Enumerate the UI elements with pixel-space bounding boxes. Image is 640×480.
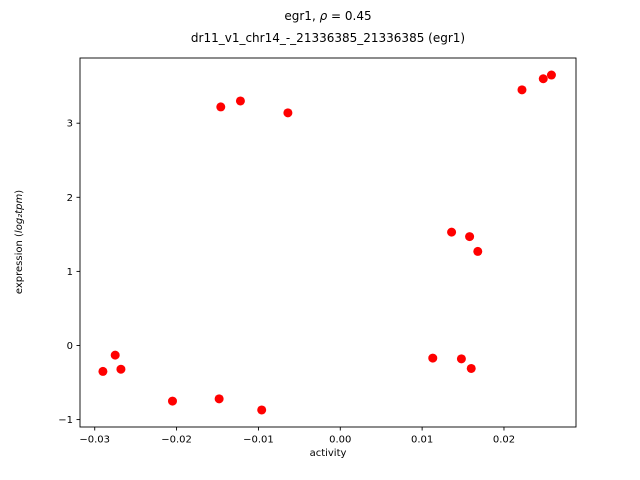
- scatter-point: [116, 364, 126, 374]
- plot-frame: [79, 57, 577, 428]
- scatter-point: [257, 405, 267, 415]
- y-axis-label-math: log₂tpm: [14, 193, 25, 234]
- y-tick-label: −1: [58, 415, 73, 426]
- x-tick-label: −0.02: [161, 435, 192, 446]
- x-tick-label: 0.00: [329, 435, 351, 446]
- scatter-point: [465, 232, 475, 242]
- y-axis-label-prefix: expression (: [14, 233, 25, 295]
- y-axis-label: expression (log₂tpm): [14, 190, 25, 294]
- scatter-point: [167, 396, 177, 406]
- x-axis-label: activity: [309, 448, 347, 459]
- y-axis-label-suffix: ): [14, 189, 25, 194]
- scatter-point: [447, 227, 457, 237]
- chart-title-rho-symbol: ρ: [319, 9, 328, 23]
- chart-title-suffix: = 0.45: [327, 9, 372, 23]
- x-tick-label: 0.01: [411, 435, 433, 446]
- x-tick-label: −0.03: [79, 435, 110, 446]
- scatter-point: [473, 246, 483, 256]
- scatter-point: [110, 350, 120, 360]
- scatter-point: [538, 74, 548, 84]
- x-tick-label: 0.02: [493, 435, 515, 446]
- scatter-point: [216, 102, 226, 112]
- chart-title: egr1, ρ = 0.45: [80, 9, 576, 23]
- y-tick-label: 3: [67, 119, 73, 130]
- chart-subtitle: dr11_v1_chr14_-_21336385_21336385 (egr1): [190, 31, 466, 45]
- scatter-point: [214, 394, 224, 404]
- y-tick-label: 2: [67, 193, 73, 204]
- scatter-point: [517, 85, 527, 95]
- scatter-point: [466, 363, 476, 373]
- x-tick-label: −0.01: [243, 435, 274, 446]
- scatter-point: [98, 366, 108, 376]
- chart-title-prefix: egr1,: [284, 9, 320, 23]
- y-tick-label: 0: [67, 341, 73, 352]
- scatter-point: [283, 108, 293, 118]
- scatter-point: [456, 354, 466, 364]
- scatter-point: [546, 70, 556, 80]
- scatter-point: [428, 353, 438, 363]
- y-tick-label: 1: [67, 267, 73, 278]
- scatter-point: [235, 96, 245, 106]
